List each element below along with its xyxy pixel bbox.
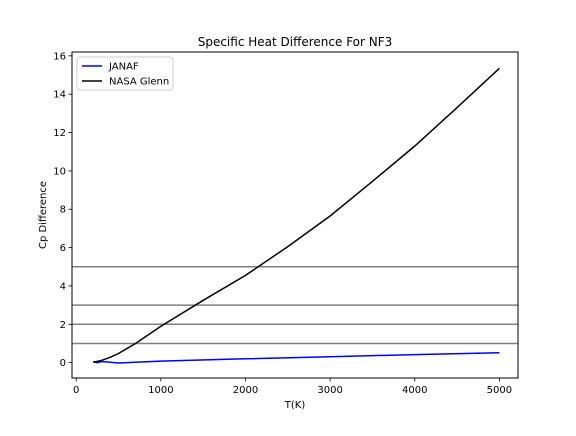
reference-lines (72, 266, 518, 345)
series-line (93, 351, 500, 364)
x-tick-label: 2000 (233, 385, 258, 396)
y-tick-label: 10 (53, 166, 66, 177)
y-tick-label: 6 (60, 243, 66, 254)
y-axis-label: Cp Difference (38, 181, 49, 249)
legend-label: JANAF (108, 62, 139, 73)
legend: JANAF NASA Glenn (76, 56, 174, 91)
x-axis-ticks: 0 1000 2000 3000 4000 5000 (73, 378, 512, 396)
x-tick-label: 0 (73, 385, 79, 396)
y-tick-label: 8 (60, 205, 66, 216)
plot-area-frame (71, 51, 519, 379)
x-axis-label: T(K) (284, 400, 306, 411)
series-line (93, 67, 500, 364)
series-lines (93, 67, 500, 364)
x-tick-label: 3000 (317, 385, 342, 396)
y-tick-label: 14 (53, 90, 66, 101)
y-tick-label: 2 (60, 320, 66, 331)
y-tick-label: 16 (53, 51, 66, 62)
y-tick-label: 4 (60, 281, 66, 292)
x-tick-label: 4000 (402, 385, 427, 396)
y-tick-label: 12 (53, 128, 66, 139)
legend-label: NASA Glenn (109, 77, 169, 88)
x-tick-label: 1000 (148, 385, 173, 396)
y-tick-label: 0 (60, 358, 66, 369)
y-axis-ticks: 0 2 4 6 8 10 12 14 16 (53, 51, 72, 369)
x-tick-label: 5000 (487, 385, 512, 396)
chart-title: Specific Heat Difference For NF3 (198, 35, 393, 49)
